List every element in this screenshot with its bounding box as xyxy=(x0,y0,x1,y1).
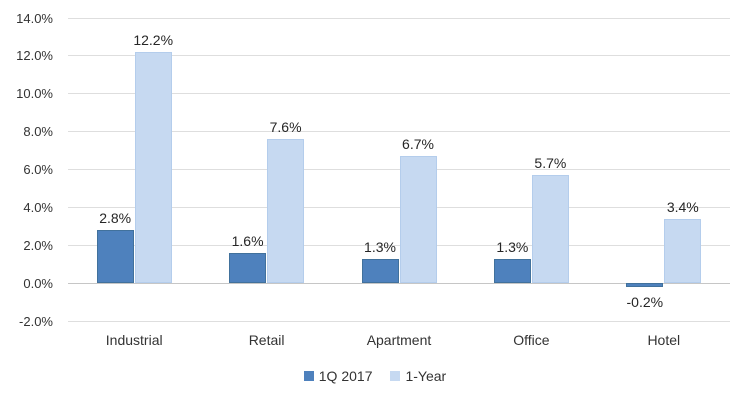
legend-entry-1q-2017: 1Q 2017 xyxy=(303,368,373,384)
x-axis: Industrial Retail Apartment Office Hotel xyxy=(68,332,730,352)
gridline xyxy=(68,93,730,95)
bar-1q-2017-office xyxy=(493,258,531,284)
legend: 1Q 2017 1-Year xyxy=(0,367,750,385)
data-label-1-year-retail: 7.6% xyxy=(269,119,302,136)
y-tick-label: -2.0% xyxy=(19,313,53,329)
y-tick-label: 0.0% xyxy=(23,275,53,291)
x-tick-label-industrial: Industrial xyxy=(105,332,163,348)
bar-1q-2017-apartment xyxy=(361,258,399,284)
legend-swatch-icon xyxy=(390,371,401,381)
legend-label: 1-Year xyxy=(405,368,447,384)
bar-1q-2017-hotel xyxy=(626,283,664,287)
data-label-1-year-industrial: 12.2% xyxy=(133,32,174,49)
data-label-1-year-hotel: 3.4% xyxy=(666,198,699,215)
data-label-1q-2017-apartment: 1.3% xyxy=(364,238,396,255)
y-tick-label: 10.0% xyxy=(16,86,53,102)
gridline xyxy=(68,131,730,133)
gridline xyxy=(68,206,730,208)
data-label-1-year-office: 5.7% xyxy=(534,155,567,172)
y-tick-label: 4.0% xyxy=(23,199,53,215)
bar-1q-2017-retail xyxy=(229,252,267,284)
gridline xyxy=(68,244,730,246)
bar-1-year-industrial xyxy=(134,52,172,284)
data-label-1q-2017-industrial: 2.8% xyxy=(99,210,132,227)
gridline xyxy=(68,320,730,322)
x-tick-label-retail: Retail xyxy=(248,332,285,348)
bar-1-year-office xyxy=(531,175,569,284)
data-label-1q-2017-office: 1.3% xyxy=(496,238,529,255)
bar-1-year-hotel xyxy=(664,218,702,284)
y-tick-label: 12.0% xyxy=(16,48,53,64)
gridline xyxy=(68,55,730,57)
data-label-1-year-apartment: 6.7% xyxy=(402,136,434,153)
legend-entry-1-year: 1-Year xyxy=(390,368,446,384)
legend-swatch-icon xyxy=(303,371,314,381)
data-label-1q-2017-retail: 1.6% xyxy=(231,232,264,249)
data-label-1q-2017-hotel: -0.2% xyxy=(626,293,664,310)
bar-1-year-apartment xyxy=(399,156,437,284)
plot-area: 2.8% 12.2% 1.6% 7.6% 1.3% 6.7% 1.3% 5.7% -0.2% 3.… xyxy=(68,17,730,322)
x-tick-label-apartment: Apartment xyxy=(366,332,432,348)
bar-1q-2017-industrial xyxy=(96,230,134,284)
y-tick-label: 2.0% xyxy=(23,237,53,253)
y-tick-label: 14.0% xyxy=(16,10,53,26)
x-tick-label-hotel: Hotel xyxy=(647,332,681,348)
x-tick-label-office: Office xyxy=(513,332,550,348)
y-tick-label: 8.0% xyxy=(23,124,53,140)
y-tick-label: 6.0% xyxy=(23,162,53,177)
legend-label: 1Q 2017 xyxy=(318,368,373,384)
gridline xyxy=(68,17,730,19)
bar-1-year-retail xyxy=(267,139,305,284)
gridline xyxy=(68,169,730,170)
zero-gridline xyxy=(68,282,730,284)
